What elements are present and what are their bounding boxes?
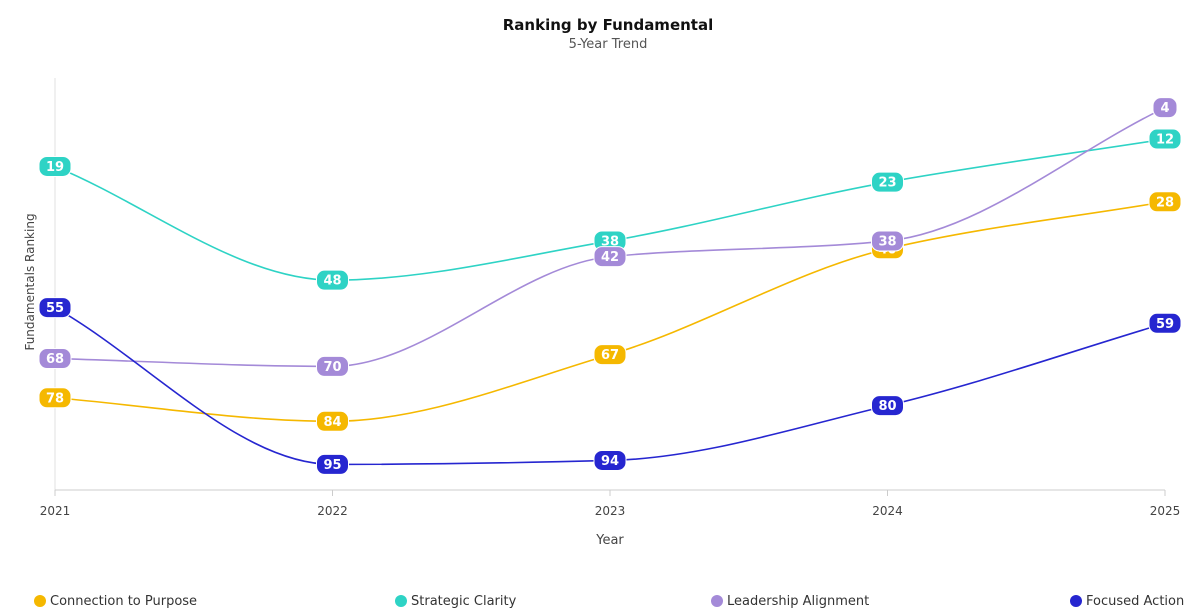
x-tick-label: 2021	[40, 504, 71, 518]
data-label: 80	[871, 395, 904, 417]
data-label: 28	[1148, 191, 1182, 213]
data-label: 68	[38, 348, 72, 370]
data-label-text: 4	[1160, 101, 1169, 116]
data-label-badge	[593, 344, 627, 366]
data-label-text: 19	[46, 160, 64, 175]
data-label: 4	[1152, 97, 1178, 119]
legend-marker	[1070, 595, 1082, 607]
legend-marker	[711, 595, 723, 607]
x-tick-label: 2025	[1150, 504, 1181, 518]
data-label-badge	[38, 155, 72, 177]
chart-subtitle: 5-Year Trend	[568, 37, 648, 52]
data-label-text: 78	[46, 391, 64, 406]
data-label: 23	[871, 171, 904, 193]
legend-marker	[34, 595, 46, 607]
data-label: 84	[316, 410, 349, 432]
data-label-badge	[871, 230, 904, 252]
x-tick-label: 2022	[317, 504, 348, 518]
chart-title: Ranking by Fundamental	[502, 16, 714, 34]
data-label: 67	[593, 344, 627, 366]
data-label-text: 80	[878, 399, 896, 414]
x-tick-label: 2023	[595, 504, 626, 518]
legend-marker	[395, 595, 407, 607]
legend-item[interactable]: Strategic Clarity	[395, 592, 516, 610]
data-label-text: 70	[323, 360, 341, 375]
data-label-text: 84	[323, 415, 341, 430]
x-tick-label: 2024	[872, 504, 903, 518]
data-label-text: 38	[601, 234, 619, 249]
data-label: 95	[316, 453, 349, 475]
data-label-badge	[38, 387, 72, 409]
legend-item[interactable]: Leadership Alignment	[711, 592, 869, 610]
data-label-badge	[316, 269, 349, 291]
data-label-text: 59	[1156, 317, 1174, 332]
legend-label: Connection to Purpose	[50, 593, 198, 609]
data-label-badge	[316, 410, 349, 432]
data-label-badge	[316, 355, 349, 377]
data-label-text: 95	[323, 458, 341, 473]
data-label-badge	[1152, 97, 1178, 119]
data-label-text: 12	[1156, 133, 1174, 148]
data-label-text: 38	[878, 234, 896, 249]
y-axis-title: Fundamentals Ranking	[23, 213, 37, 350]
data-label-text: 42	[601, 250, 619, 265]
data-label-text: 67	[601, 348, 619, 363]
legend-item[interactable]: Connection to Purpose	[34, 592, 197, 610]
data-label-badge	[1148, 128, 1182, 150]
data-label-text: 28	[1156, 195, 1174, 210]
data-label-badge	[1148, 312, 1182, 334]
data-label-badge	[871, 395, 904, 417]
data-label: 94	[593, 449, 627, 471]
series-line-3	[54, 306, 1166, 466]
data-label: 70	[316, 355, 349, 377]
data-label: 19	[38, 155, 72, 177]
data-label-badge	[38, 297, 72, 319]
data-label-badge	[593, 449, 627, 471]
data-label-badge	[593, 246, 627, 268]
data-label-text: 94	[601, 454, 619, 469]
data-label: 59	[1148, 312, 1182, 334]
legend-label: Leadership Alignment	[727, 593, 870, 609]
x-axis-title: Year	[595, 533, 624, 548]
legend-label: Focused Action	[1086, 593, 1185, 609]
data-label-badge	[38, 348, 72, 370]
data-label-badge	[1148, 191, 1182, 213]
data-label: 48	[316, 269, 349, 291]
data-label: 38	[871, 230, 904, 252]
data-label-badge	[316, 453, 349, 475]
data-label: 12	[1148, 128, 1182, 150]
data-label-text: 68	[46, 352, 64, 367]
data-label-text: 55	[46, 301, 64, 316]
data-label: 42	[593, 246, 627, 268]
data-label-badge	[871, 171, 904, 193]
data-label-text: 48	[323, 274, 341, 289]
data-label-text: 23	[878, 176, 896, 191]
data-label: 55	[38, 297, 72, 319]
data-label: 78	[38, 387, 72, 409]
legend-item[interactable]: Focused Action	[1070, 592, 1184, 610]
legend-label: Strategic Clarity	[411, 593, 517, 609]
